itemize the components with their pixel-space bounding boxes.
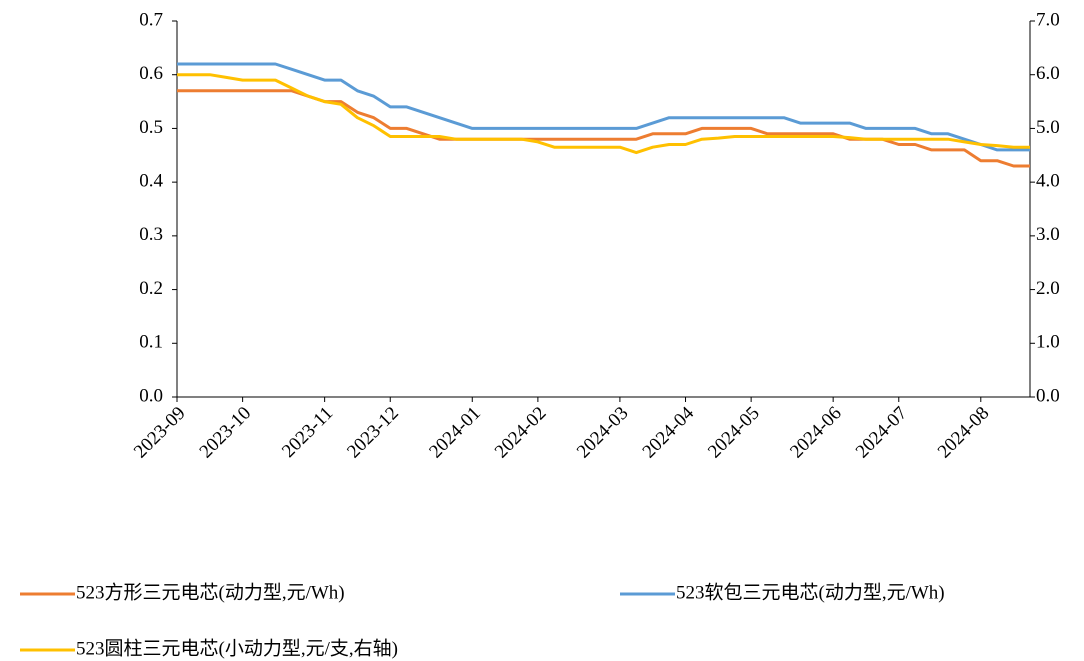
legend-label: 523方形三元电芯(动力型,元/Wh) bbox=[76, 581, 345, 603]
x-tick-label: 2024-03 bbox=[573, 403, 633, 463]
y-tick-label: 0.6 bbox=[139, 63, 163, 84]
y-tick-label: 0.1 bbox=[139, 332, 163, 353]
y2-tick-label: 4.0 bbox=[1036, 171, 1060, 192]
x-tick-label: 2024-08 bbox=[934, 403, 994, 463]
y2-tick-label: 6.0 bbox=[1036, 63, 1060, 84]
x-tick-label: 2024-04 bbox=[639, 402, 699, 462]
series-line bbox=[177, 62, 1030, 152]
y2-tick-label: 7.0 bbox=[1036, 9, 1060, 30]
x-tick-label: 2024-07 bbox=[852, 403, 912, 463]
y2-tick-label: 5.0 bbox=[1036, 117, 1060, 138]
x-tick-label: 2024-02 bbox=[491, 403, 551, 463]
y2-tick-label: 3.0 bbox=[1036, 224, 1060, 245]
y2-tick-label: 2.0 bbox=[1036, 278, 1060, 299]
y-tick-label: 0.3 bbox=[139, 224, 163, 245]
y-tick-label: 0.2 bbox=[139, 278, 163, 299]
x-tick-label: 2023-10 bbox=[196, 403, 256, 463]
y-tick-label: 0.5 bbox=[139, 117, 163, 138]
series-line bbox=[177, 73, 1030, 155]
legend-label: 523软包三元电芯(动力型,元/Wh) bbox=[676, 581, 945, 603]
x-tick-label: 2023-12 bbox=[343, 403, 403, 463]
y2-tick-label: 0.0 bbox=[1036, 385, 1060, 406]
x-tick-label: 2024-01 bbox=[425, 403, 485, 463]
y-tick-label: 0.7 bbox=[139, 9, 163, 30]
y-tick-label: 0.0 bbox=[139, 385, 163, 406]
y2-tick-label: 1.0 bbox=[1036, 332, 1060, 353]
x-tick-label: 2023-09 bbox=[130, 403, 190, 463]
legend-label: 523圆柱三元电芯(小动力型,元/支,右轴) bbox=[76, 637, 398, 659]
x-tick-label: 2024-05 bbox=[704, 403, 764, 463]
x-tick-label: 2024-06 bbox=[786, 403, 846, 463]
x-tick-label: 2023-11 bbox=[278, 403, 337, 462]
y-tick-label: 0.4 bbox=[139, 171, 163, 192]
